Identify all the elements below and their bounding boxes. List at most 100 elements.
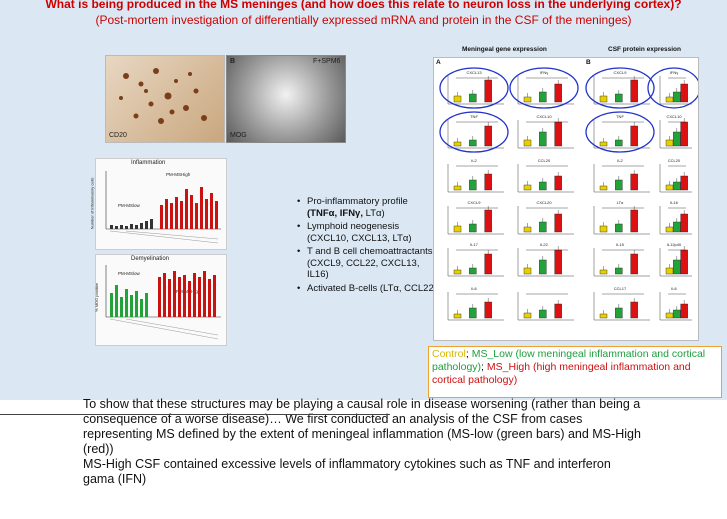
boxplot-box xyxy=(673,181,681,191)
boxplot-box xyxy=(453,225,462,233)
boxplot-box xyxy=(554,175,562,191)
boxplot-box xyxy=(599,225,608,233)
boxplot-box xyxy=(453,185,462,191)
boxplot-box xyxy=(484,173,492,191)
boxplot-box xyxy=(665,226,674,233)
demyelination-chart: Demyelination PM-MSlow PM-MSHigh % MOG p… xyxy=(94,254,227,346)
boxplot-box xyxy=(469,139,477,147)
findings-bullet-list: Pro-inflammatory profile (TNFα, IFNγ, LT… xyxy=(297,196,437,296)
expression-boxplots: CXCL13 IFNγ CXCL9 IFNγ TNF CXCL10 TNF CXCL10 IL2… xyxy=(439,67,698,321)
boxplot-box xyxy=(484,125,492,147)
boxplot-label: IL12p40 xyxy=(667,242,682,247)
boxplot-box xyxy=(599,141,608,147)
boxplot-label: IFNγ xyxy=(540,70,548,75)
boxplot-box xyxy=(680,121,688,147)
inflammation-tag-low: PM-MSlow xyxy=(118,203,140,208)
boxplot-box xyxy=(523,226,532,233)
demyelination-tag-low: PM-MSlow xyxy=(118,271,140,276)
boxplot-box xyxy=(665,139,674,147)
inflammation-title: Inflammation xyxy=(131,160,166,166)
boxplot-box xyxy=(615,179,623,191)
cd20-micrograph: CD20 xyxy=(105,55,225,143)
mog-micrograph: B F+SPM6 MOG xyxy=(226,55,346,143)
highlight-ring xyxy=(439,67,509,109)
boxplot-box xyxy=(453,141,462,147)
boxplot-label: IL15 xyxy=(616,242,625,247)
boxplot-box xyxy=(523,139,532,147)
boxplot-box xyxy=(523,96,532,103)
boxplot-box xyxy=(673,259,681,275)
demyelination-bars xyxy=(105,265,221,340)
boxplot-label: IFNγ xyxy=(670,70,678,75)
highlight-ring xyxy=(439,111,509,153)
protein-expression-heading: CSF protein expression xyxy=(608,46,681,53)
boxplot-box xyxy=(539,91,547,103)
gene-expression-heading: Meningeal gene expression xyxy=(462,46,547,53)
bullet-item: T and B cell chemoattractants (CXCL9, CC… xyxy=(297,246,437,281)
boxplot-box xyxy=(523,184,532,191)
boxplot-label: CXCL9 xyxy=(468,200,482,205)
boxplot-box xyxy=(539,309,547,319)
divider-line xyxy=(0,414,390,415)
inflammation-bars xyxy=(105,171,221,244)
boxplot-box xyxy=(599,185,608,191)
boxplot-label: CXCL10 xyxy=(536,114,552,119)
boxplot-box xyxy=(615,267,623,275)
boxplot-box xyxy=(615,307,623,319)
boxplot-label: CXCL10 xyxy=(666,114,682,119)
panel-b-tag-right: B xyxy=(586,59,591,66)
highlight-ring xyxy=(509,67,579,109)
highlight-ring xyxy=(585,67,655,109)
boxplot-label: TNF xyxy=(470,114,478,119)
boxplot-label: LTα xyxy=(617,200,624,205)
demyelination-title: Demyelination xyxy=(131,256,170,262)
boxplot-box xyxy=(554,303,562,319)
boxplot-label: CXCL20 xyxy=(536,200,552,205)
inflammation-tag-high: PM-MSHigh xyxy=(166,172,191,177)
mog-corner-label: F+SPM6 xyxy=(313,58,341,65)
boxplot-label: IL16 xyxy=(670,200,679,205)
cd20-stain-dots xyxy=(119,68,207,124)
body-paragraph-2: MS-High CSF contained excessive levels o… xyxy=(83,457,611,486)
boxplot-box xyxy=(680,303,688,319)
body-text: To show that these structures may be pla… xyxy=(83,397,643,487)
boxplot-label: IL6 xyxy=(471,286,477,291)
boxplot-box xyxy=(680,175,688,191)
boxplot-box xyxy=(554,213,562,233)
boxplot-box xyxy=(665,312,674,319)
boxplot-box xyxy=(630,209,638,233)
boxplot-label: IL17 xyxy=(470,242,479,247)
boxplot-box xyxy=(453,269,462,275)
body-paragraph-1: To show that these structures may be pla… xyxy=(83,397,641,456)
boxplot-box xyxy=(484,209,492,233)
boxplot-box xyxy=(484,301,492,319)
boxplot-box xyxy=(484,79,492,103)
boxplot-box xyxy=(554,249,562,275)
boxplot-box xyxy=(680,83,688,103)
boxplot-box xyxy=(599,313,608,319)
boxplot-label: IL6 xyxy=(671,286,677,291)
boxplot-box xyxy=(665,267,674,275)
highlight-ring xyxy=(647,67,698,109)
boxplot-box xyxy=(615,93,623,103)
boxplot-box xyxy=(673,309,681,319)
boxplot-box xyxy=(599,269,608,275)
boxplot-box xyxy=(539,259,547,275)
boxplot-box xyxy=(469,267,477,275)
slide-title: What is being produced in the MS meninge… xyxy=(45,0,682,11)
boxplot-box xyxy=(615,139,623,147)
boxplot-box xyxy=(665,96,674,103)
boxplot-box xyxy=(539,221,547,233)
boxplot-box xyxy=(673,221,681,233)
boxplot-label: TNF xyxy=(616,114,624,119)
mog-label: MOG xyxy=(230,132,247,139)
boxplot-label: CXCL13 xyxy=(466,70,482,75)
highlight-ring xyxy=(585,111,655,153)
bullet-item: Lymphoid neogenesis (CXCL10, CXCL13, LTα… xyxy=(297,221,437,244)
group-legend: Control; MS_Low (low meningeal inflammat… xyxy=(428,346,722,398)
panel-b-tag: B xyxy=(230,58,236,65)
bullet-item: Activated B-cells (LTα, CCL22) xyxy=(297,283,437,295)
legend-control: Control xyxy=(432,348,466,360)
boxplot-box xyxy=(453,313,462,319)
bullet-item: Pro-inflammatory profile (TNFα, IFNγ, LT… xyxy=(297,196,437,219)
